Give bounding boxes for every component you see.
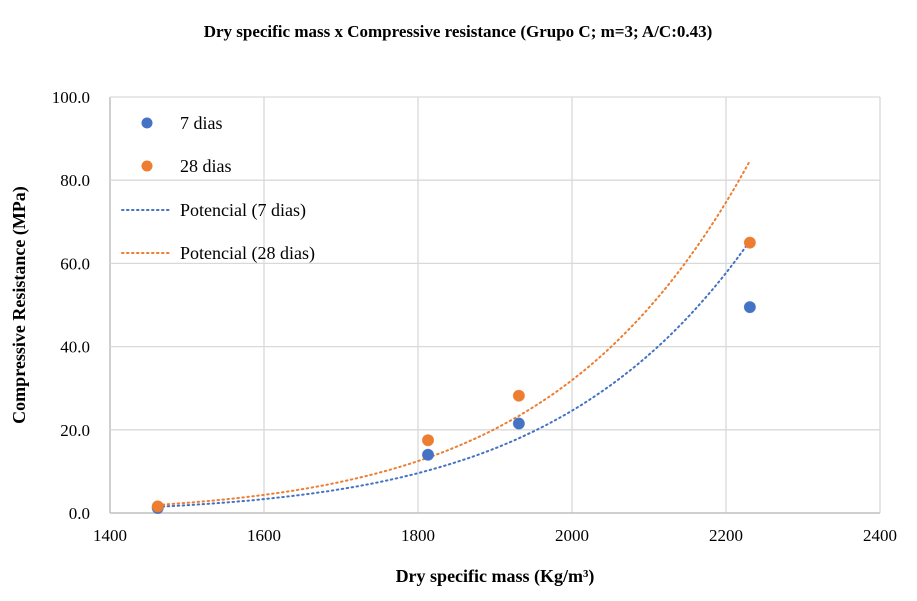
y-tick-label: 20.0 (60, 421, 90, 440)
legend-marker (141, 160, 153, 172)
legend-label: Potencial (7 dias) (180, 200, 306, 221)
x-tick-label: 2000 (555, 526, 589, 545)
legend-label: 7 dias (180, 113, 223, 133)
y-axis-label: Compressive Resistance (MPa) (9, 186, 30, 424)
x-tick-label: 2400 (863, 526, 897, 545)
x-axis-label: Dry specific mass (Kg/m³) (396, 566, 595, 587)
legend-marker (141, 117, 153, 129)
y-tick-label: 40.0 (60, 338, 90, 357)
data-point (743, 301, 756, 314)
trendline (156, 239, 751, 508)
data-point (151, 500, 164, 513)
legend-label: Potencial (28 dias) (180, 243, 315, 264)
x-tick-label: 2200 (709, 526, 743, 545)
y-tick-label: 100.0 (52, 88, 90, 107)
legend-label: 28 dias (180, 156, 232, 176)
chart-title: Dry specific mass x Compressive resistan… (204, 22, 713, 41)
data-point (422, 434, 435, 447)
data-point (743, 236, 756, 249)
data-point (422, 448, 435, 461)
y-tick-label: 80.0 (60, 171, 90, 190)
data-point (512, 389, 525, 402)
trendline (156, 159, 751, 506)
y-tick-label: 0.0 (69, 504, 90, 523)
x-tick-label: 1600 (247, 526, 281, 545)
data-point (512, 417, 525, 430)
y-tick-label: 60.0 (60, 254, 90, 273)
x-tick-label: 1400 (93, 526, 127, 545)
x-tick-label: 1800 (401, 526, 435, 545)
